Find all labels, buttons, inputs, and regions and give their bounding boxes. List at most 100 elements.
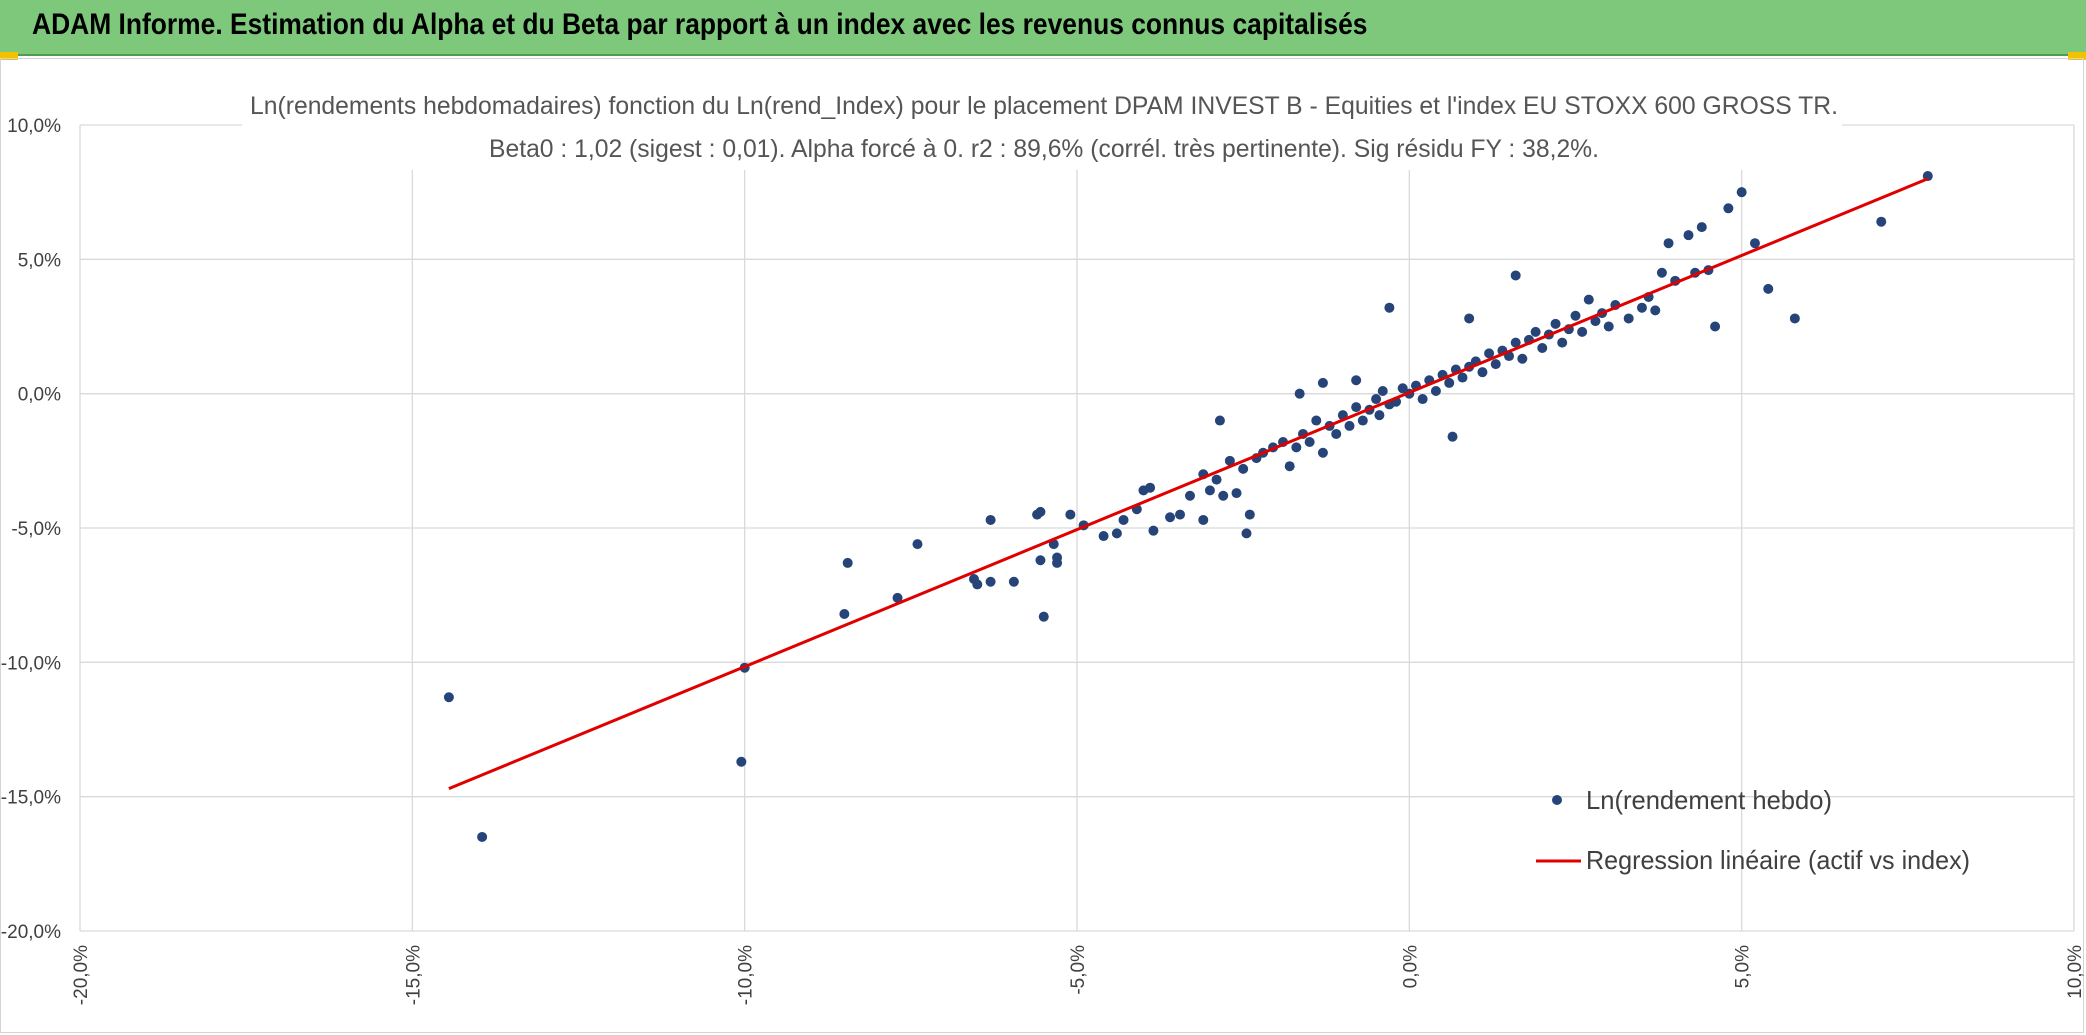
data-point: [1603, 321, 1614, 332]
grid-lines: [79, 124, 2075, 932]
data-point: [1317, 377, 1328, 388]
data-point: [1577, 326, 1588, 337]
chart-subtitle: Beta0 : 1,02 (sigest : 0,01). Alpha forc…: [489, 135, 1599, 163]
data-point: [1623, 313, 1634, 324]
data-point: [1570, 310, 1581, 321]
data-point: [985, 576, 996, 587]
data-point: [1218, 490, 1229, 501]
data-point: [1035, 555, 1046, 566]
data-point: [1175, 509, 1186, 520]
y-tick-label: -15,0%: [1, 788, 61, 809]
data-point: [1304, 437, 1315, 448]
legend-scatter-label: Ln(rendement hebdo): [1586, 785, 1832, 815]
data-point: [1184, 490, 1195, 501]
data-point: [1148, 525, 1159, 536]
data-point: [1537, 342, 1548, 353]
data-point: [1510, 337, 1521, 348]
data-point: [1374, 410, 1385, 421]
data-point: [1351, 402, 1362, 413]
x-tick-label: -10,0%: [736, 945, 757, 1005]
y-tick-label: -10,0%: [1, 653, 61, 674]
data-point: [1510, 270, 1521, 281]
data-point: [1590, 316, 1601, 327]
data-point: [1557, 337, 1568, 348]
data-point: [972, 579, 983, 590]
data-point: [1696, 222, 1707, 233]
data-point: [1723, 203, 1734, 214]
data-point: [1008, 576, 1019, 587]
data-point: [1663, 238, 1674, 249]
data-point: [736, 756, 747, 767]
data-point: [1211, 474, 1222, 485]
header-bar: ADAM Informe. Estimation du Alpha et du …: [0, 0, 2086, 56]
x-tick-label: -15,0%: [403, 945, 424, 1005]
x-tick-label: 0,0%: [1400, 945, 1421, 988]
data-point: [1490, 359, 1501, 370]
data-point: [1244, 509, 1255, 520]
legend-line-label: Regression linéaire (actif vs index): [1586, 845, 1970, 875]
data-point: [1736, 187, 1747, 198]
data-point: [1530, 326, 1541, 337]
y-tick-label: -20,0%: [1, 922, 61, 943]
data-point: [1484, 348, 1495, 359]
left-corner-marker: [0, 52, 18, 60]
data-point: [1656, 267, 1667, 278]
data-point: [1447, 431, 1458, 442]
data-point: [1331, 428, 1342, 439]
data-point: [1636, 302, 1647, 313]
data-point: [1550, 318, 1561, 329]
data-point: [443, 692, 454, 703]
data-point: [1683, 230, 1694, 241]
y-tick-label: 0,0%: [18, 385, 61, 406]
y-tick-label: 10,0%: [7, 116, 61, 137]
data-point: [1517, 353, 1528, 364]
data-point: [1457, 372, 1468, 383]
data-point: [985, 514, 996, 525]
data-point: [1165, 512, 1176, 523]
data-point: [842, 557, 853, 568]
data-point: [477, 831, 488, 842]
data-point: [1430, 385, 1441, 396]
x-axis-tick-labels: -20,0% -15,0% -10,0% -5,0% 0,0% 5,0% 10,0%: [71, 945, 2086, 1005]
data-point: [1789, 313, 1800, 324]
data-point: [1098, 531, 1109, 542]
data-point: [1444, 377, 1455, 388]
regression-line: [448, 177, 1929, 790]
title-background: [242, 86, 1842, 170]
data-point: [1371, 394, 1382, 405]
data-point: [1377, 385, 1388, 396]
data-point: [1214, 415, 1225, 426]
data-point: [1238, 463, 1249, 474]
data-point: [1052, 557, 1063, 568]
scatter-points: [443, 171, 1933, 842]
chart-frame: [0, 58, 2084, 1033]
right-corner-marker: [2068, 52, 2086, 60]
x-tick-label: 10,0%: [2065, 945, 2086, 999]
data-point: [1384, 302, 1395, 313]
data-point: [1198, 514, 1209, 525]
data-point: [912, 539, 923, 550]
data-point: [1284, 461, 1295, 472]
data-point: [1351, 375, 1362, 386]
data-point: [1464, 313, 1475, 324]
data-point: [1241, 528, 1252, 539]
data-point: [839, 608, 850, 619]
data-point: [1204, 485, 1215, 496]
data-point: [1650, 305, 1661, 316]
data-point: [1317, 447, 1328, 458]
data-point: [1224, 455, 1235, 466]
y-axis-tick-labels: -20,0% -15,0% -10,0% -5,0% 0,0% 5,0% 10,0%: [1, 116, 61, 943]
data-point: [1763, 283, 1774, 294]
data-point: [1710, 321, 1721, 332]
chart-title: Ln(rendements hebdomadaires) fonction du…: [250, 92, 1838, 120]
data-point: [1749, 238, 1760, 249]
data-point: [1344, 420, 1355, 431]
data-point: [892, 592, 903, 603]
data-point: [1477, 367, 1488, 378]
data-point: [1294, 388, 1305, 399]
data-point: [1417, 394, 1428, 405]
x-tick-label: -5,0%: [1068, 945, 1089, 995]
legend-scatter-marker: [1552, 795, 1562, 805]
data-point: [1118, 514, 1129, 525]
